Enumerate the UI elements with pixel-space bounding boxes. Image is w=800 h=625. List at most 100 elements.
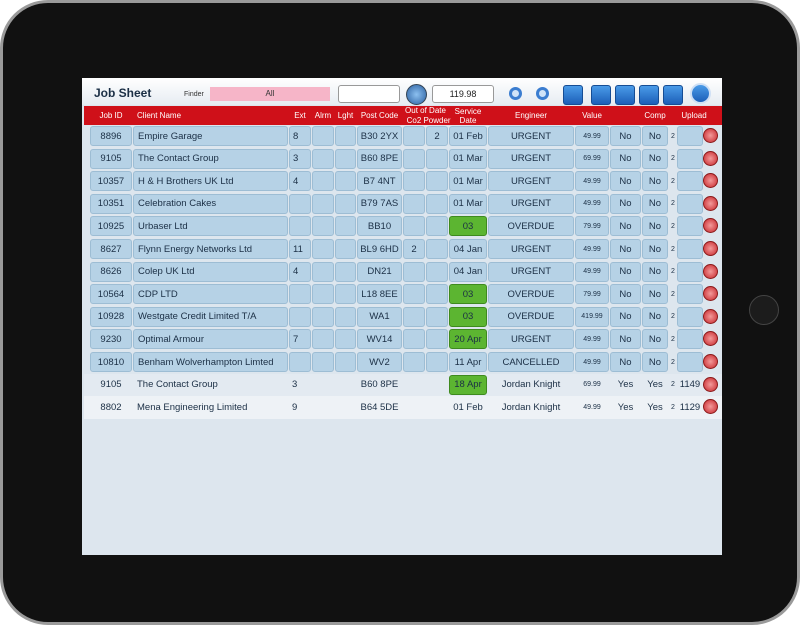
- table-cell: No: [610, 306, 641, 327]
- table-cell: [403, 329, 425, 350]
- table-cell: 10810: [90, 352, 132, 372]
- table-cell: 79.99: [575, 284, 609, 305]
- table-cell: 49.99: [583, 403, 601, 411]
- table-cell: [335, 397, 356, 417]
- table-cell: OVERDUE: [488, 306, 574, 327]
- table-cell: URGENT: [488, 329, 574, 350]
- table-cell: 8896: [90, 126, 132, 146]
- table-cell: [426, 148, 448, 169]
- upload-button[interactable]: [703, 128, 718, 143]
- table-cell: Urbaser Ltd: [133, 216, 288, 237]
- table-cell: [677, 306, 703, 327]
- table-cell: [312, 126, 334, 146]
- table-cell: [335, 306, 356, 327]
- table-cell: No: [610, 352, 641, 372]
- table-cell: B7 4NT: [357, 171, 402, 192]
- prev-button[interactable]: [615, 85, 635, 105]
- table-cell: [426, 306, 448, 327]
- upload-button[interactable]: [703, 195, 718, 211]
- column-header: Lght: [337, 111, 354, 120]
- upload-button[interactable]: [703, 218, 718, 234]
- table-cell: Celebration Cakes: [133, 193, 288, 214]
- table-cell: 1149: [679, 379, 701, 391]
- title: Job Sheet: [94, 86, 152, 100]
- table-cell: [677, 284, 703, 305]
- table-cell: No: [642, 306, 668, 327]
- table-cell: 2: [671, 132, 675, 140]
- upload-button[interactable]: [703, 354, 718, 369]
- upload-button[interactable]: [703, 286, 718, 302]
- table-cell: No: [610, 148, 641, 169]
- table-cell: 49.99: [575, 171, 609, 192]
- table-cell: 2: [671, 177, 675, 185]
- table-cell: 03: [449, 216, 487, 237]
- table-cell: 3: [289, 148, 311, 169]
- table-cell: Jordan Knight: [501, 401, 561, 413]
- upload-button[interactable]: [703, 399, 718, 415]
- table-cell: URGENT: [488, 193, 574, 214]
- upload-button[interactable]: [703, 150, 718, 166]
- table-cell: No: [610, 126, 641, 146]
- table-cell: 2: [671, 290, 675, 298]
- finder-input[interactable]: All: [210, 87, 330, 101]
- table-cell: [677, 193, 703, 214]
- upload-button[interactable]: [703, 173, 718, 189]
- table-cell: No: [610, 261, 641, 282]
- list-button[interactable]: [563, 85, 583, 105]
- table-cell: URGENT: [488, 148, 574, 169]
- table-cell: 18 Apr: [449, 374, 487, 395]
- upload-button[interactable]: [703, 263, 718, 279]
- table-cell: [403, 284, 425, 305]
- table-cell: B64 5DE: [360, 401, 399, 413]
- table-cell: [426, 375, 448, 395]
- table-cell: 79.99: [575, 216, 609, 237]
- table-cell: [289, 306, 311, 327]
- table-cell: 11: [289, 239, 311, 259]
- zoom-icon[interactable]: [536, 87, 549, 100]
- upload-button[interactable]: [703, 241, 718, 256]
- table-cell: [426, 329, 448, 350]
- table-cell: [289, 216, 311, 237]
- table-cell: [426, 239, 448, 259]
- column-header: Co2: [406, 115, 422, 125]
- table-cell: [403, 261, 425, 282]
- upload-button[interactable]: [703, 331, 718, 347]
- refresh-button[interactable]: [406, 84, 427, 105]
- table-cell: 4: [289, 171, 311, 192]
- table-cell: [335, 216, 356, 237]
- upload-button[interactable]: [703, 376, 718, 392]
- home-button[interactable]: [749, 295, 779, 325]
- last-button[interactable]: [663, 85, 683, 105]
- table-cell: 2: [671, 313, 675, 321]
- table-cell: 2: [671, 155, 675, 163]
- table-cell: BB10: [357, 216, 402, 237]
- table-cell: No: [610, 216, 641, 237]
- table-cell: CANCELLED: [488, 352, 574, 372]
- upload-button[interactable]: [703, 308, 718, 324]
- table-cell: [677, 126, 703, 146]
- table-cell: [312, 239, 334, 259]
- next-button[interactable]: [639, 85, 659, 105]
- table-cell: [335, 171, 356, 192]
- table-cell: [335, 193, 356, 214]
- table-cell: [426, 397, 448, 417]
- first-button[interactable]: [591, 85, 611, 105]
- table-cell: [289, 193, 311, 214]
- table-cell: 49.99: [575, 193, 609, 214]
- column-header: Ext: [294, 111, 306, 120]
- table-cell: WV2: [357, 352, 402, 372]
- info-button[interactable]: [690, 83, 711, 104]
- table-cell: [677, 148, 703, 169]
- table-cell: [677, 216, 703, 237]
- search-icon[interactable]: [509, 87, 522, 100]
- table-cell: No: [642, 216, 668, 237]
- table-cell: Flynn Energy Networks Ltd: [133, 239, 288, 259]
- table-cell: No: [642, 171, 668, 192]
- search-input[interactable]: [338, 85, 400, 103]
- table-cell: 419.99: [575, 306, 609, 327]
- table-cell: [335, 261, 356, 282]
- column-header: Service Date: [454, 106, 482, 125]
- amount-input[interactable]: 119.98: [432, 85, 494, 103]
- table-cell: No: [642, 193, 668, 214]
- table-cell: [403, 148, 425, 169]
